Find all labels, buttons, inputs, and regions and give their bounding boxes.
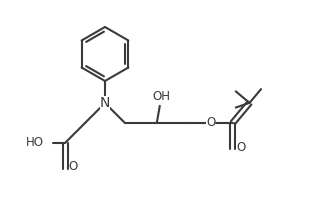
Text: O: O	[206, 116, 215, 129]
Text: O: O	[69, 160, 78, 173]
Text: HO: HO	[25, 136, 43, 149]
Text: O: O	[236, 141, 245, 154]
Text: OH: OH	[153, 90, 171, 103]
Text: N: N	[100, 96, 110, 110]
